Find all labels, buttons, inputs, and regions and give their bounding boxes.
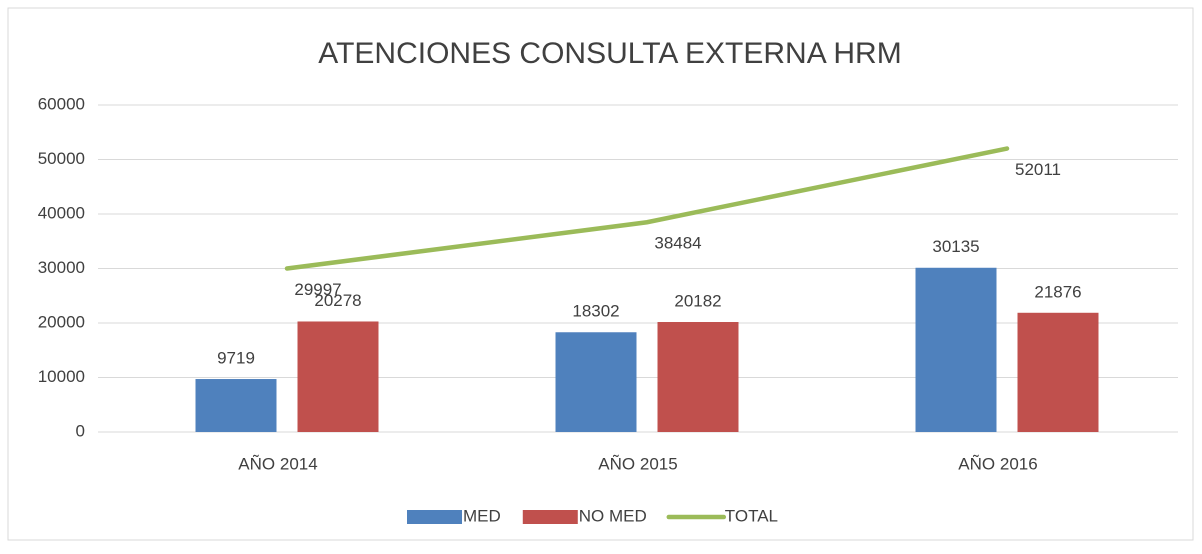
data-label: 21876 <box>1034 282 1081 301</box>
legend-label: MED <box>463 506 501 525</box>
bar <box>915 267 997 432</box>
y-tick-label: 40000 <box>38 203 85 222</box>
y-tick-label: 10000 <box>38 367 85 386</box>
x-tick-label: AÑO 2016 <box>958 454 1037 473</box>
legend-label: TOTAL <box>725 506 778 525</box>
data-label: 9719 <box>217 349 255 368</box>
y-tick-label: 60000 <box>38 94 85 113</box>
legend-label: NO MED <box>579 506 647 525</box>
bar <box>1017 312 1099 432</box>
bar <box>657 322 739 432</box>
data-label: 20182 <box>674 291 721 310</box>
data-label: 20278 <box>314 291 361 310</box>
data-label: 52011 <box>1015 160 1061 179</box>
y-tick-label: 0 <box>76 421 85 440</box>
data-label: 38484 <box>654 234 701 253</box>
x-tick-label: AÑO 2015 <box>598 454 677 473</box>
legend-swatch <box>522 510 578 524</box>
x-tick-label: AÑO 2014 <box>238 454 317 473</box>
bar <box>195 379 277 432</box>
y-tick-label: 50000 <box>38 149 85 168</box>
y-tick-label: 20000 <box>38 312 85 331</box>
bar <box>555 332 637 432</box>
line <box>284 146 1010 271</box>
chart-title: ATENCIONES CONSULTA EXTERNA HRM <box>318 37 901 70</box>
legend-swatch <box>407 510 462 524</box>
data-label: 30135 <box>932 237 979 256</box>
bar <box>297 321 379 432</box>
y-tick-label: 30000 <box>38 258 85 277</box>
data-label: 18302 <box>572 302 619 321</box>
data-label: 29997 <box>294 280 341 299</box>
